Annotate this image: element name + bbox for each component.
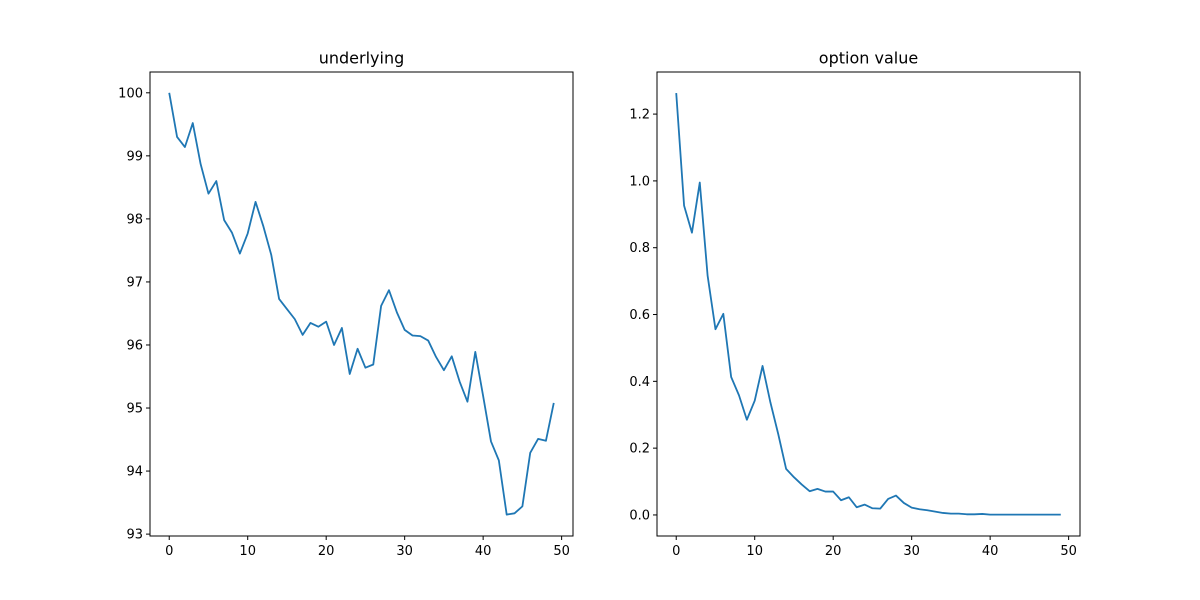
y-tick-label: 100 xyxy=(118,86,143,101)
option-value-chart: option value 0 10 20 30 40 50 0.0 0.2 0.4 0.6 0.8… xyxy=(629,49,1081,559)
y-tick-label: 95 xyxy=(126,402,143,417)
y-tick-label: 1.2 xyxy=(629,108,650,123)
y-tick-label: 0.6 xyxy=(629,308,650,323)
x-tick-label: 0 xyxy=(165,544,173,559)
y-tick-label: 93 xyxy=(126,528,143,543)
series-lines xyxy=(168,92,555,516)
y-tick-label: 0.2 xyxy=(629,442,650,457)
x-axis: 0 10 20 30 40 50 xyxy=(165,536,570,559)
y-tick-label: 96 xyxy=(126,338,143,353)
y-axis: 0.0 0.2 0.4 0.6 0.8 1.0 1.2 xyxy=(629,108,657,523)
underlying-chart: underlying 0 10 20 30 40 50 93 94 95 96 97 98 99 100 xyxy=(118,49,574,559)
x-tick-label: 20 xyxy=(318,544,335,559)
y-axis: 93 94 95 96 97 98 99 100 xyxy=(118,86,150,543)
x-tick-label: 20 xyxy=(825,544,842,559)
y-tick-label: 0.4 xyxy=(629,375,650,390)
x-axis: 0 10 20 30 40 50 xyxy=(672,536,1077,559)
x-tick-label: 10 xyxy=(239,544,256,559)
x-tick-label: 0 xyxy=(672,544,680,559)
y-tick-label: 1.0 xyxy=(629,174,650,189)
y-tick-label: 99 xyxy=(126,149,143,164)
chart-title: underlying xyxy=(319,49,405,68)
x-tick-label: 50 xyxy=(1060,544,1077,559)
plot-frame xyxy=(656,71,1081,537)
series-line xyxy=(168,92,555,516)
x-tick-label: 30 xyxy=(396,544,413,559)
x-tick-label: 10 xyxy=(746,544,763,559)
plot-frame xyxy=(149,71,574,537)
y-tick-label: 97 xyxy=(126,275,143,290)
y-tick-label: 0.0 xyxy=(629,508,650,523)
series-lines xyxy=(675,92,1061,516)
x-tick-label: 40 xyxy=(982,544,999,559)
y-tick-label: 98 xyxy=(126,212,143,227)
x-tick-label: 40 xyxy=(475,544,492,559)
x-tick-label: 30 xyxy=(903,544,920,559)
x-tick-label: 50 xyxy=(553,544,570,559)
y-tick-label: 94 xyxy=(126,465,143,480)
series-line xyxy=(675,92,1061,516)
chart-title: option value xyxy=(819,49,918,68)
y-tick-label: 0.8 xyxy=(629,241,650,256)
